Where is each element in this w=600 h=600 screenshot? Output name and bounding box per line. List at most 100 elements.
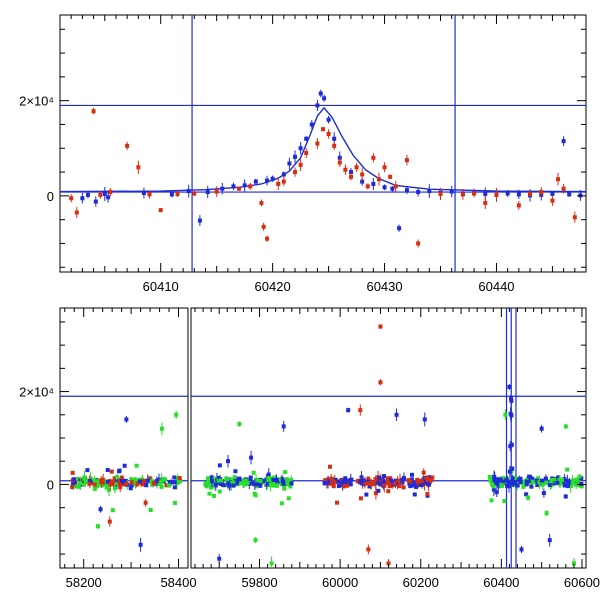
top-data-point-red	[438, 191, 443, 196]
bottom-data-point-blue	[281, 481, 286, 486]
bottom-x-tick-label: 60200	[403, 575, 439, 590]
top-data-point-red	[261, 224, 266, 229]
top-data-point-red	[192, 191, 197, 196]
top-data-point-red	[276, 181, 281, 186]
top-data-point-red	[332, 143, 337, 148]
bottom-data-point-green	[287, 479, 292, 484]
bottom-data-point-green	[133, 477, 138, 482]
bottom-data-point-green	[574, 477, 579, 482]
top-data-point-blue	[348, 170, 353, 175]
bottom-data-point-green	[282, 486, 287, 491]
top-x-tick-label: 60420	[255, 279, 291, 294]
top-data-point-red	[321, 127, 325, 132]
top-data-point-red	[125, 143, 130, 148]
bottom-data-point-red	[140, 482, 145, 487]
bottom-data-point-blue	[281, 424, 286, 429]
bottom-data-point-blue	[137, 479, 142, 484]
bottom-data-point-green	[237, 422, 242, 427]
bottom-data-point-red	[341, 484, 346, 489]
bottom-data-point-red	[109, 469, 114, 474]
top-data-point-red	[136, 165, 141, 170]
bottom-data-point-blue	[280, 477, 285, 482]
top-data-point-red	[556, 177, 561, 182]
bottom-data-point-green	[176, 480, 181, 485]
bottom-data-point-green	[148, 479, 153, 484]
bottom-data-point-green	[565, 467, 570, 472]
bottom-data-point-blue	[289, 481, 294, 486]
bottom-data-point-blue	[510, 466, 515, 471]
bottom-data-point-green	[172, 500, 177, 505]
bottom-data-point-red	[373, 491, 378, 496]
bottom-data-point-green	[544, 480, 549, 485]
bottom-data-point-blue	[382, 474, 387, 479]
bottom-data-point-blue	[422, 479, 427, 484]
bottom-data-point-blue	[411, 481, 416, 486]
top-data-point-blue	[85, 192, 90, 197]
bottom-data-point-green	[274, 483, 279, 488]
bottom-data-point-red	[388, 476, 393, 481]
bottom-data-point-blue	[507, 480, 512, 485]
bottom-data-point-blue	[117, 469, 122, 474]
bottom-data-point-green	[279, 501, 284, 506]
top-data-point-red	[281, 179, 286, 184]
bottom-data-point-blue	[252, 482, 257, 487]
bottom-data-point-red	[373, 479, 378, 484]
top-data-point-blue	[281, 172, 286, 177]
bottom-data-point-green	[286, 496, 291, 501]
bottom-data-point-red	[387, 483, 392, 488]
bottom-data-point-blue	[507, 484, 512, 489]
bottom-data-point-blue	[339, 482, 344, 487]
bottom-data-point-red	[425, 476, 430, 481]
top-data-point-blue	[242, 183, 247, 188]
bottom-data-point-blue	[562, 477, 567, 482]
bottom-data-point-green	[204, 484, 209, 489]
bottom-data-point-green	[501, 476, 506, 481]
bottom-data-point-red	[345, 483, 350, 488]
bottom-data-point-blue	[213, 482, 218, 487]
bottom-data-point-blue	[333, 477, 338, 482]
top-data-point-blue	[416, 190, 421, 195]
top-data-point-blue	[427, 189, 432, 194]
bottom-data-point-blue	[518, 479, 523, 484]
bottom-data-point-blue	[358, 479, 363, 484]
top-data-point-red	[460, 192, 465, 197]
bottom-data-point-blue	[409, 477, 414, 482]
top-data-point-blue	[382, 185, 387, 190]
top-data-point-red	[304, 151, 309, 156]
bottom-data-point-red	[87, 481, 92, 486]
bottom-data-point-red	[142, 478, 147, 483]
bottom-data-point-green	[78, 481, 83, 486]
bottom-data-point-blue	[504, 478, 509, 483]
bottom-data-point-green	[81, 482, 86, 487]
bottom-data-point-blue	[346, 408, 351, 413]
bottom-data-point-red	[143, 500, 148, 505]
bottom-data-point-blue	[105, 467, 110, 472]
bottom-panel: 0 2×10⁴ 58200 58400 59800 60000 60200 60400 6060…	[19, 307, 600, 590]
bottom-data-point-blue	[98, 507, 103, 512]
top-data-point-blue	[322, 96, 327, 101]
bottom-data-point-blue	[427, 475, 432, 480]
top-data-point-blue	[197, 218, 202, 223]
top-data-point-blue	[253, 179, 258, 184]
bottom-data-point-blue	[326, 480, 331, 485]
bottom-data-point-green	[258, 478, 263, 483]
bottom-data-point-green	[239, 481, 244, 486]
bottom-data-point-red	[408, 479, 413, 484]
bottom-data-point-blue	[426, 482, 431, 487]
bottom-data-point-green	[97, 480, 102, 485]
bottom-data-point-red	[366, 476, 371, 481]
bottom-data-point-blue	[233, 469, 238, 474]
bottom-data-point-blue	[169, 480, 174, 485]
top-data-point-red	[550, 198, 555, 203]
bottom-data-point-blue	[336, 479, 341, 484]
bottom-data-point-green	[204, 481, 209, 486]
bottom-data-point-red	[421, 470, 426, 475]
top-data-point-red	[237, 186, 242, 191]
top-data-point-blue	[332, 136, 337, 141]
top-panel: 60410 60420 60430 60440 0 2×10⁴	[19, 14, 587, 294]
bottom-data-point-green	[271, 482, 276, 487]
top-data-point-blue	[220, 186, 225, 191]
top-data-point-red	[365, 184, 370, 189]
bottom-data-point-blue	[499, 478, 504, 483]
